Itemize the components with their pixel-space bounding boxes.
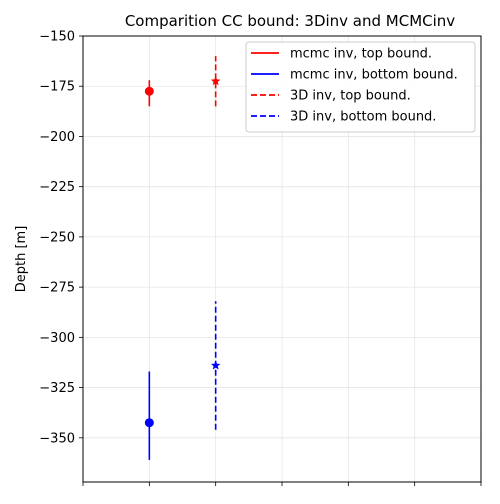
chart-title: Comparition CC bound: 3Dinv and MCMCinv: [125, 12, 455, 30]
axis-layer: −150 −175 −200 −225 −250 −275 −300 −325 −350: [39, 30, 482, 486]
y-tick-label: −350: [39, 431, 75, 446]
data-point: [144, 418, 154, 428]
y-tick-label: −225: [39, 180, 75, 195]
legend: mcmc inv, top bound. mcmc inv, bottom bou…: [245, 41, 476, 133]
y-tick-label: −275: [39, 281, 75, 296]
legend-label: mcmc inv, top bound.: [290, 47, 432, 62]
y-tick-label: −175: [39, 80, 75, 95]
legend-label: 3D inv, top bound.: [290, 89, 411, 104]
y-axis-label: Depth [m]: [14, 226, 29, 293]
legend-label: 3D inv, bottom bound.: [290, 110, 436, 125]
legend-box: [245, 41, 476, 133]
series-3: [210, 301, 221, 430]
y-tick-label: −250: [39, 230, 75, 245]
data-layer: [144, 56, 221, 460]
series-2: [210, 56, 221, 107]
legend-label: mcmc inv, bottom bound.: [290, 68, 458, 83]
y-tick-label: −150: [39, 30, 75, 45]
data-point: [210, 76, 221, 86]
series-0: [144, 80, 154, 107]
y-tick-label: −200: [39, 130, 75, 145]
data-point: [210, 360, 221, 370]
y-tick-label: −300: [39, 331, 75, 346]
y-tick-label: −325: [39, 381, 75, 396]
series-1: [144, 371, 154, 460]
data-point: [144, 86, 154, 96]
